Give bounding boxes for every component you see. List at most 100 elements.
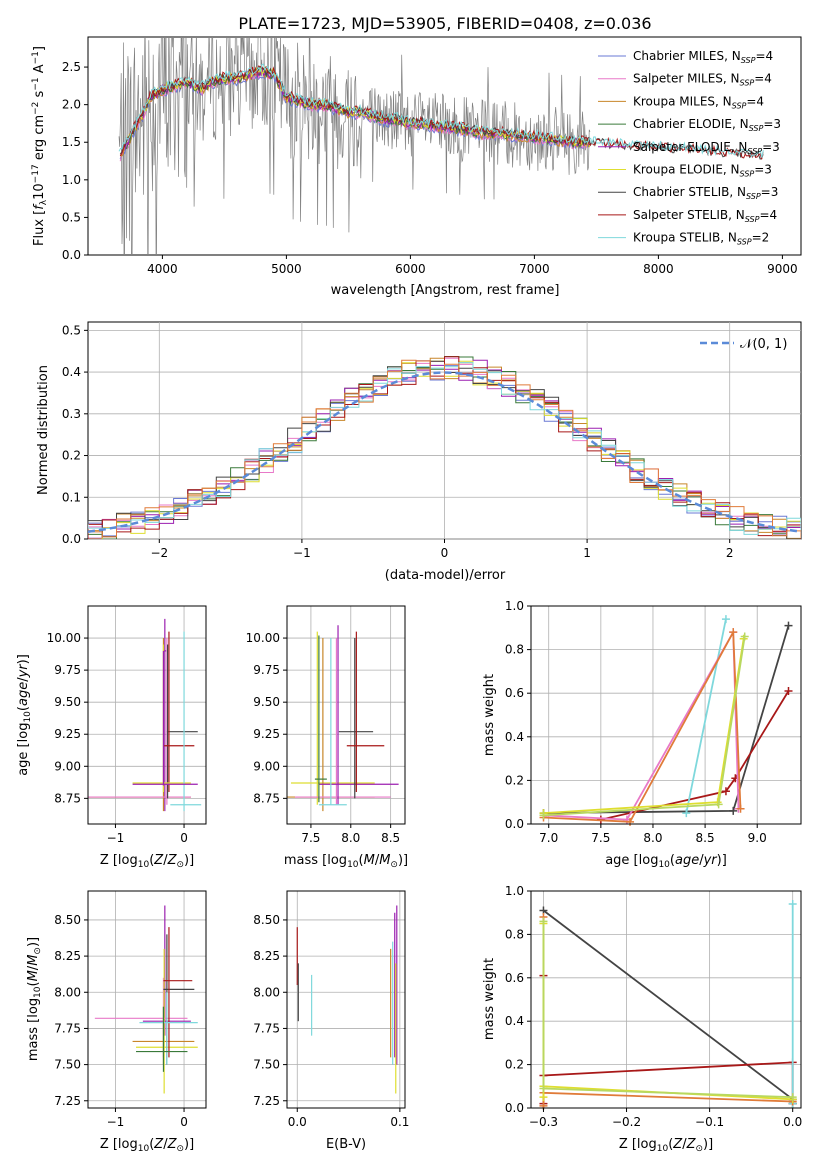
y-tick-label: 2.5 <box>62 60 81 74</box>
x-tick-label: 8.5 <box>381 831 400 845</box>
residual-ylabel: Normed distribution <box>36 365 51 495</box>
y-tick-label: 7.50 <box>54 1058 81 1072</box>
mass-vs-ebv-panel: 0.0 0.1 7.25 7.50 7.75 8.00 8.25 8.50 E(B-V) <box>253 890 409 1152</box>
gaussian-legend-label: 𝒩(0, 1) <box>740 337 787 352</box>
y-tick-label: 0.2 <box>505 1058 524 1072</box>
residual-ticks: −2 −1 0 1 2 0.0 0.1 0.2 0.3 0.4 0.5 <box>62 323 734 560</box>
y-tick-label: 9.00 <box>54 759 81 773</box>
weight-line-orange-series <box>542 917 793 1106</box>
x-tick-label: 9.0 <box>748 831 767 845</box>
figure-title: PLATE=1723, MJD=53905, FIBERID=0408, z=0… <box>238 14 651 33</box>
x-tick-label: 7.0 <box>539 831 558 845</box>
x-tick-label: −1 <box>107 1115 125 1129</box>
legend-label: Salpeter ELODIE, NSSP=3 <box>633 140 780 156</box>
weight-vs-age-panel: 7.0 7.5 8.0 8.5 9.0 0.0 0.2 0.4 0.6 0.8 1.0 age [l… <box>482 599 802 870</box>
y-tick-label: 8.00 <box>253 985 280 999</box>
y-tick-label: 0.4 <box>62 365 81 379</box>
legend-label: Salpeter MILES, NSSP=4 <box>633 72 772 88</box>
x-tick-label: 1 <box>583 546 591 560</box>
y-tick-label: 0.5 <box>62 210 81 224</box>
x-tick-label: −0.3 <box>529 1115 558 1129</box>
weight-line-orange-series <box>543 628 742 823</box>
weight-vs-Z-ylabel: mass weight <box>482 958 497 1040</box>
residual-steps <box>88 356 801 539</box>
mass-vs-ebv-xlabel: E(B-V) <box>326 1137 366 1152</box>
x-tick-label: 5000 <box>271 262 302 276</box>
y-tick-label: 9.50 <box>253 695 280 709</box>
y-tick-label: 0.1 <box>62 490 81 504</box>
weight-marker <box>539 811 548 820</box>
y-tick-label: 8.75 <box>253 791 280 805</box>
legend-label: Kroupa ELODIE, NSSP=3 <box>633 163 772 179</box>
observed-spectrum <box>118 37 591 255</box>
age-vs-mass-ticks: 7.5 8.0 8.5 8.75 9.00 9.25 9.50 9.75 10.00 <box>246 631 401 845</box>
legend-label: Chabrier MILES, NSSP=4 <box>633 49 773 65</box>
x-tick-label: −0.1 <box>695 1115 724 1129</box>
y-tick-label: 7.25 <box>54 1094 81 1108</box>
weight-line-chabrier-stelib <box>543 625 790 814</box>
x-tick-label: 6000 <box>395 262 426 276</box>
age-vs-Z-points <box>88 618 202 812</box>
y-tick-label: 8.25 <box>54 949 81 963</box>
legend-label: Kroupa MILES, NSSP=4 <box>633 94 764 110</box>
y-tick-label: 9.25 <box>54 727 81 741</box>
mass-vs-Z-ylabel: mass [log10(M/M⊙)] <box>26 937 43 1061</box>
y-tick-label: 8.25 <box>253 949 280 963</box>
weight-marker <box>740 632 749 641</box>
y-tick-label: 0.0 <box>505 1101 524 1115</box>
weight-line-salpeter-stelib <box>542 975 794 1104</box>
weight-vs-age-ylabel: mass weight <box>482 674 497 756</box>
x-tick-label: 8000 <box>643 262 674 276</box>
weight-vs-Z-lines <box>539 900 797 1110</box>
age-vs-Z-panel: −1 0 8.75 9.00 9.25 9.50 9.75 10.00 Z [log10(Z/… <box>16 605 207 870</box>
age-vs-mass-points <box>287 625 399 812</box>
y-tick-label: 9.75 <box>253 663 280 677</box>
x-tick-label: −1 <box>107 831 125 845</box>
y-tick-label: 0.3 <box>62 407 81 421</box>
y-tick-label: 0.5 <box>62 323 81 337</box>
weight-vs-age-ticks: 7.0 7.5 8.0 8.5 9.0 0.0 0.2 0.4 0.6 0.8 1.0 <box>505 599 767 845</box>
weight-marker <box>729 806 738 815</box>
y-tick-label: 0.4 <box>505 730 524 744</box>
weight-vs-age-lines <box>539 615 793 826</box>
age-vs-mass-panel: 7.5 8.0 8.5 8.75 9.00 9.25 9.50 9.75 10.00 mass … <box>246 605 408 870</box>
age-vs-Z-xlabel: Z [log10(Z/Z⊙)] <box>100 853 194 870</box>
y-tick-label: 7.25 <box>253 1094 280 1108</box>
age-vs-Z-ylabel: age [log10(age/yr)] <box>16 654 33 776</box>
y-tick-label: 8.50 <box>253 913 280 927</box>
weight-marker <box>721 615 730 624</box>
y-tick-label: 2.0 <box>62 98 81 112</box>
spectrum-ylabel: Flux [fλ10−17 erg cm−2 s−1 A−1] <box>31 46 49 246</box>
mass-vs-ebv-grid <box>287 891 405 1108</box>
legend-label: Salpeter STELIB, NSSP=4 <box>633 208 777 224</box>
y-tick-label: 0.0 <box>505 817 524 831</box>
x-tick-label: 9000 <box>767 262 798 276</box>
weight-vs-age-xlabel: age [log10(age/yr)] <box>605 853 727 870</box>
weight-vs-Z-ticks: −0.3 −0.2 −0.1 0.0 0.0 0.2 0.4 0.6 0.8 1.0 <box>505 884 802 1129</box>
y-tick-label: 9.50 <box>54 695 81 709</box>
y-tick-label: 1.5 <box>62 135 81 149</box>
age-vs-mass-grid <box>287 606 405 824</box>
weight-marker <box>539 917 548 926</box>
y-tick-label: 10.00 <box>47 631 81 645</box>
y-tick-label: 7.75 <box>54 1021 81 1035</box>
x-tick-label: 0.0 <box>783 1115 802 1129</box>
weight-vs-age-grid <box>531 605 801 825</box>
y-tick-label: 7.75 <box>253 1021 280 1035</box>
x-tick-label: 0.0 <box>288 1115 307 1129</box>
residual-legend: 𝒩(0, 1) <box>700 337 787 352</box>
weight-marker <box>736 804 745 813</box>
y-tick-label: 7.50 <box>253 1058 280 1072</box>
x-tick-label: −2 <box>150 546 168 560</box>
legend-label: Chabrier STELIB, NSSP=3 <box>633 185 778 201</box>
mass-vs-Z-points <box>94 905 198 1094</box>
model-kroupa-stelib-line <box>118 63 764 158</box>
y-tick-label: 0.6 <box>505 686 524 700</box>
weight-marker <box>784 621 793 630</box>
x-tick-label: 8.0 <box>643 831 662 845</box>
weight-line-kroupa-stelib <box>685 618 727 814</box>
y-tick-label: 0.8 <box>505 927 524 941</box>
weight-marker <box>721 787 730 796</box>
residual-histograms <box>88 356 801 539</box>
weight-marker <box>539 1084 548 1093</box>
